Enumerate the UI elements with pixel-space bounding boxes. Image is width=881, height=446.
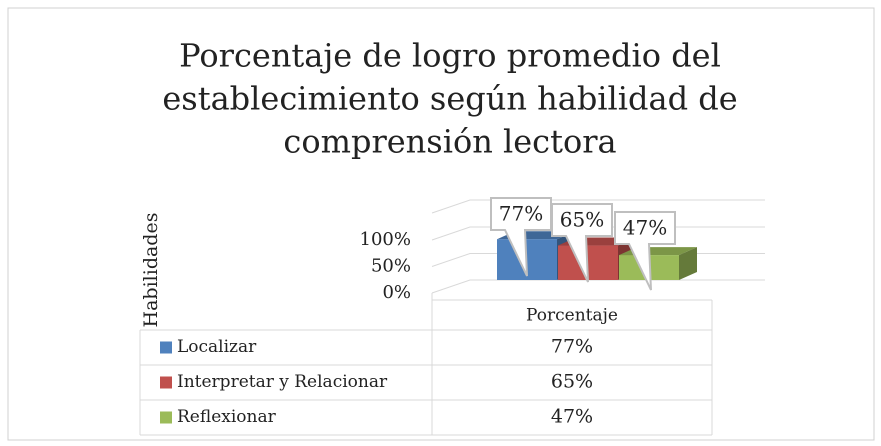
legend-label: Interpretar y Relacionar bbox=[177, 372, 388, 392]
table-value: 65% bbox=[551, 371, 593, 393]
legend-key bbox=[160, 376, 172, 389]
chart-title: comprensión lectora bbox=[283, 123, 616, 161]
chart-title: establecimiento según habilidad de bbox=[162, 80, 737, 118]
y-tick-label: 100% bbox=[360, 229, 411, 250]
table-header: Porcentaje bbox=[526, 306, 618, 326]
y-tick-label: 0% bbox=[382, 282, 411, 303]
chart-border bbox=[7, 7, 875, 441]
table-value: 77% bbox=[551, 336, 593, 358]
y-axis-label: Habilidades bbox=[140, 213, 162, 328]
legend-key bbox=[160, 411, 172, 424]
legend-label: Reflexionar bbox=[177, 407, 277, 427]
chart-title: Porcentaje de logro promedio del bbox=[179, 37, 721, 75]
callout bbox=[614, 211, 676, 291]
legend-key bbox=[160, 341, 172, 354]
wall-edge bbox=[431, 199, 765, 214]
legend-label: Localizar bbox=[177, 337, 257, 357]
y-tick-label: 50% bbox=[371, 256, 411, 277]
data-label: 47% bbox=[623, 216, 667, 240]
data-label: 65% bbox=[560, 208, 604, 232]
bar-side bbox=[679, 247, 697, 280]
callout bbox=[551, 203, 613, 283]
table-value: 47% bbox=[551, 406, 593, 428]
data-label: 77% bbox=[499, 202, 543, 226]
